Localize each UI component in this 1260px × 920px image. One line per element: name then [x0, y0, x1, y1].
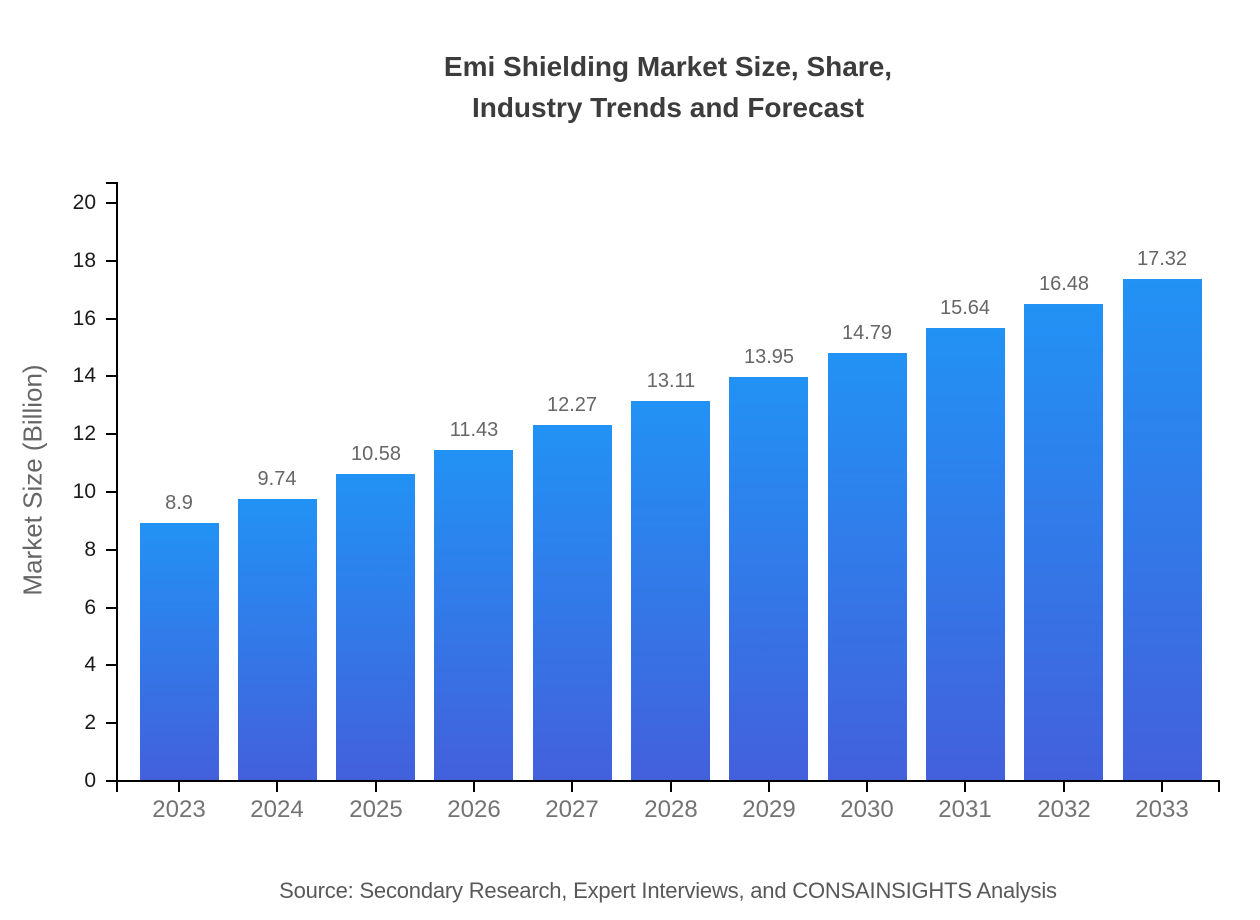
bar-value-label: 15.64 [939, 297, 991, 319]
y-tick-label: 14 [72, 364, 96, 388]
bar-2031 [926, 328, 1005, 780]
bar-value-label: 13.95 [743, 346, 795, 368]
y-axis-endcap [106, 182, 116, 184]
x-tick [571, 782, 573, 792]
x-tick-label: 2023 [152, 796, 206, 823]
y-tick-label: 2 [84, 711, 96, 735]
bar-2026 [434, 450, 513, 780]
bar-2027 [533, 425, 612, 780]
chart-title-line-1: Emi Shielding Market Size, Share, [443, 51, 893, 82]
y-tick-label: 8 [84, 537, 96, 561]
x-tick [276, 782, 278, 792]
bar-value-label: 16.48 [1038, 273, 1090, 295]
x-tick-label: 2027 [545, 796, 599, 823]
y-tick [106, 548, 116, 551]
x-tick [1161, 782, 1163, 792]
y-tick [106, 259, 116, 262]
x-tick [178, 782, 180, 792]
bar-value-label: 9.74 [257, 468, 297, 490]
x-tick-label: 2026 [447, 796, 501, 823]
x-tick-label: 2024 [250, 796, 304, 823]
x-tick-label: 2028 [644, 796, 698, 823]
x-tick-label: 2030 [840, 796, 894, 823]
bar-2023 [140, 523, 219, 780]
x-tick-label: 2033 [1135, 796, 1189, 823]
y-axis-title: Market Size (Billion) [17, 364, 48, 596]
y-tick [106, 491, 116, 493]
x-tick [866, 782, 868, 792]
bar-value-label: 17.32 [1136, 248, 1188, 270]
bar-value-label: 14.79 [841, 322, 893, 344]
bar-value-label: 13.11 [646, 370, 696, 392]
y-tick [106, 664, 116, 667]
chart-title: Emi Shielding Market Size, Share, Indust… [116, 46, 1220, 128]
x-tick [768, 782, 770, 792]
y-axis-line [116, 182, 118, 792]
y-tick-label: 16 [72, 306, 96, 330]
bar-value-label: 10.58 [350, 443, 402, 465]
bar-2025 [336, 474, 415, 780]
x-tick [670, 782, 672, 792]
bar-2029 [729, 377, 808, 780]
x-tick [964, 782, 966, 792]
x-axis-line [116, 780, 1220, 782]
bar-2024 [238, 499, 317, 780]
x-tick-label: 2032 [1037, 796, 1091, 823]
y-tick [106, 375, 116, 378]
y-tick [106, 317, 116, 320]
y-tick-label: 4 [84, 653, 96, 677]
y-tick [106, 433, 116, 436]
y-tick [106, 606, 116, 609]
x-tick-label: 2029 [742, 796, 796, 823]
x-axis-endcap [1218, 780, 1220, 792]
chart-title-line-2: Industry Trends and Forecast [471, 92, 865, 123]
bar-value-label: 8.9 [165, 492, 193, 514]
bar-2032 [1024, 304, 1103, 780]
y-tick-label: 6 [84, 595, 96, 619]
bar-value-label: 11.43 [449, 419, 499, 441]
x-tick [375, 782, 377, 792]
x-tick-label: 2025 [349, 796, 403, 823]
y-tick [106, 202, 116, 204]
source-note: Source: Secondary Research, Expert Inter… [279, 878, 1057, 903]
bar-2033 [1123, 279, 1202, 780]
y-tick-label: 18 [72, 248, 96, 272]
y-tick-label: 12 [72, 422, 96, 446]
x-tick [1063, 782, 1065, 792]
y-tick [106, 780, 116, 782]
x-tick [473, 782, 475, 792]
bar-2030 [828, 353, 907, 780]
bar-value-label: 12.27 [546, 394, 598, 416]
y-tick [106, 722, 116, 725]
y-tick-label: 10 [72, 480, 96, 503]
x-tick-label: 2031 [938, 796, 992, 823]
bar-2028 [631, 401, 710, 780]
y-tick-label: 20 [72, 191, 96, 214]
y-tick-label: 0 [84, 769, 96, 792]
